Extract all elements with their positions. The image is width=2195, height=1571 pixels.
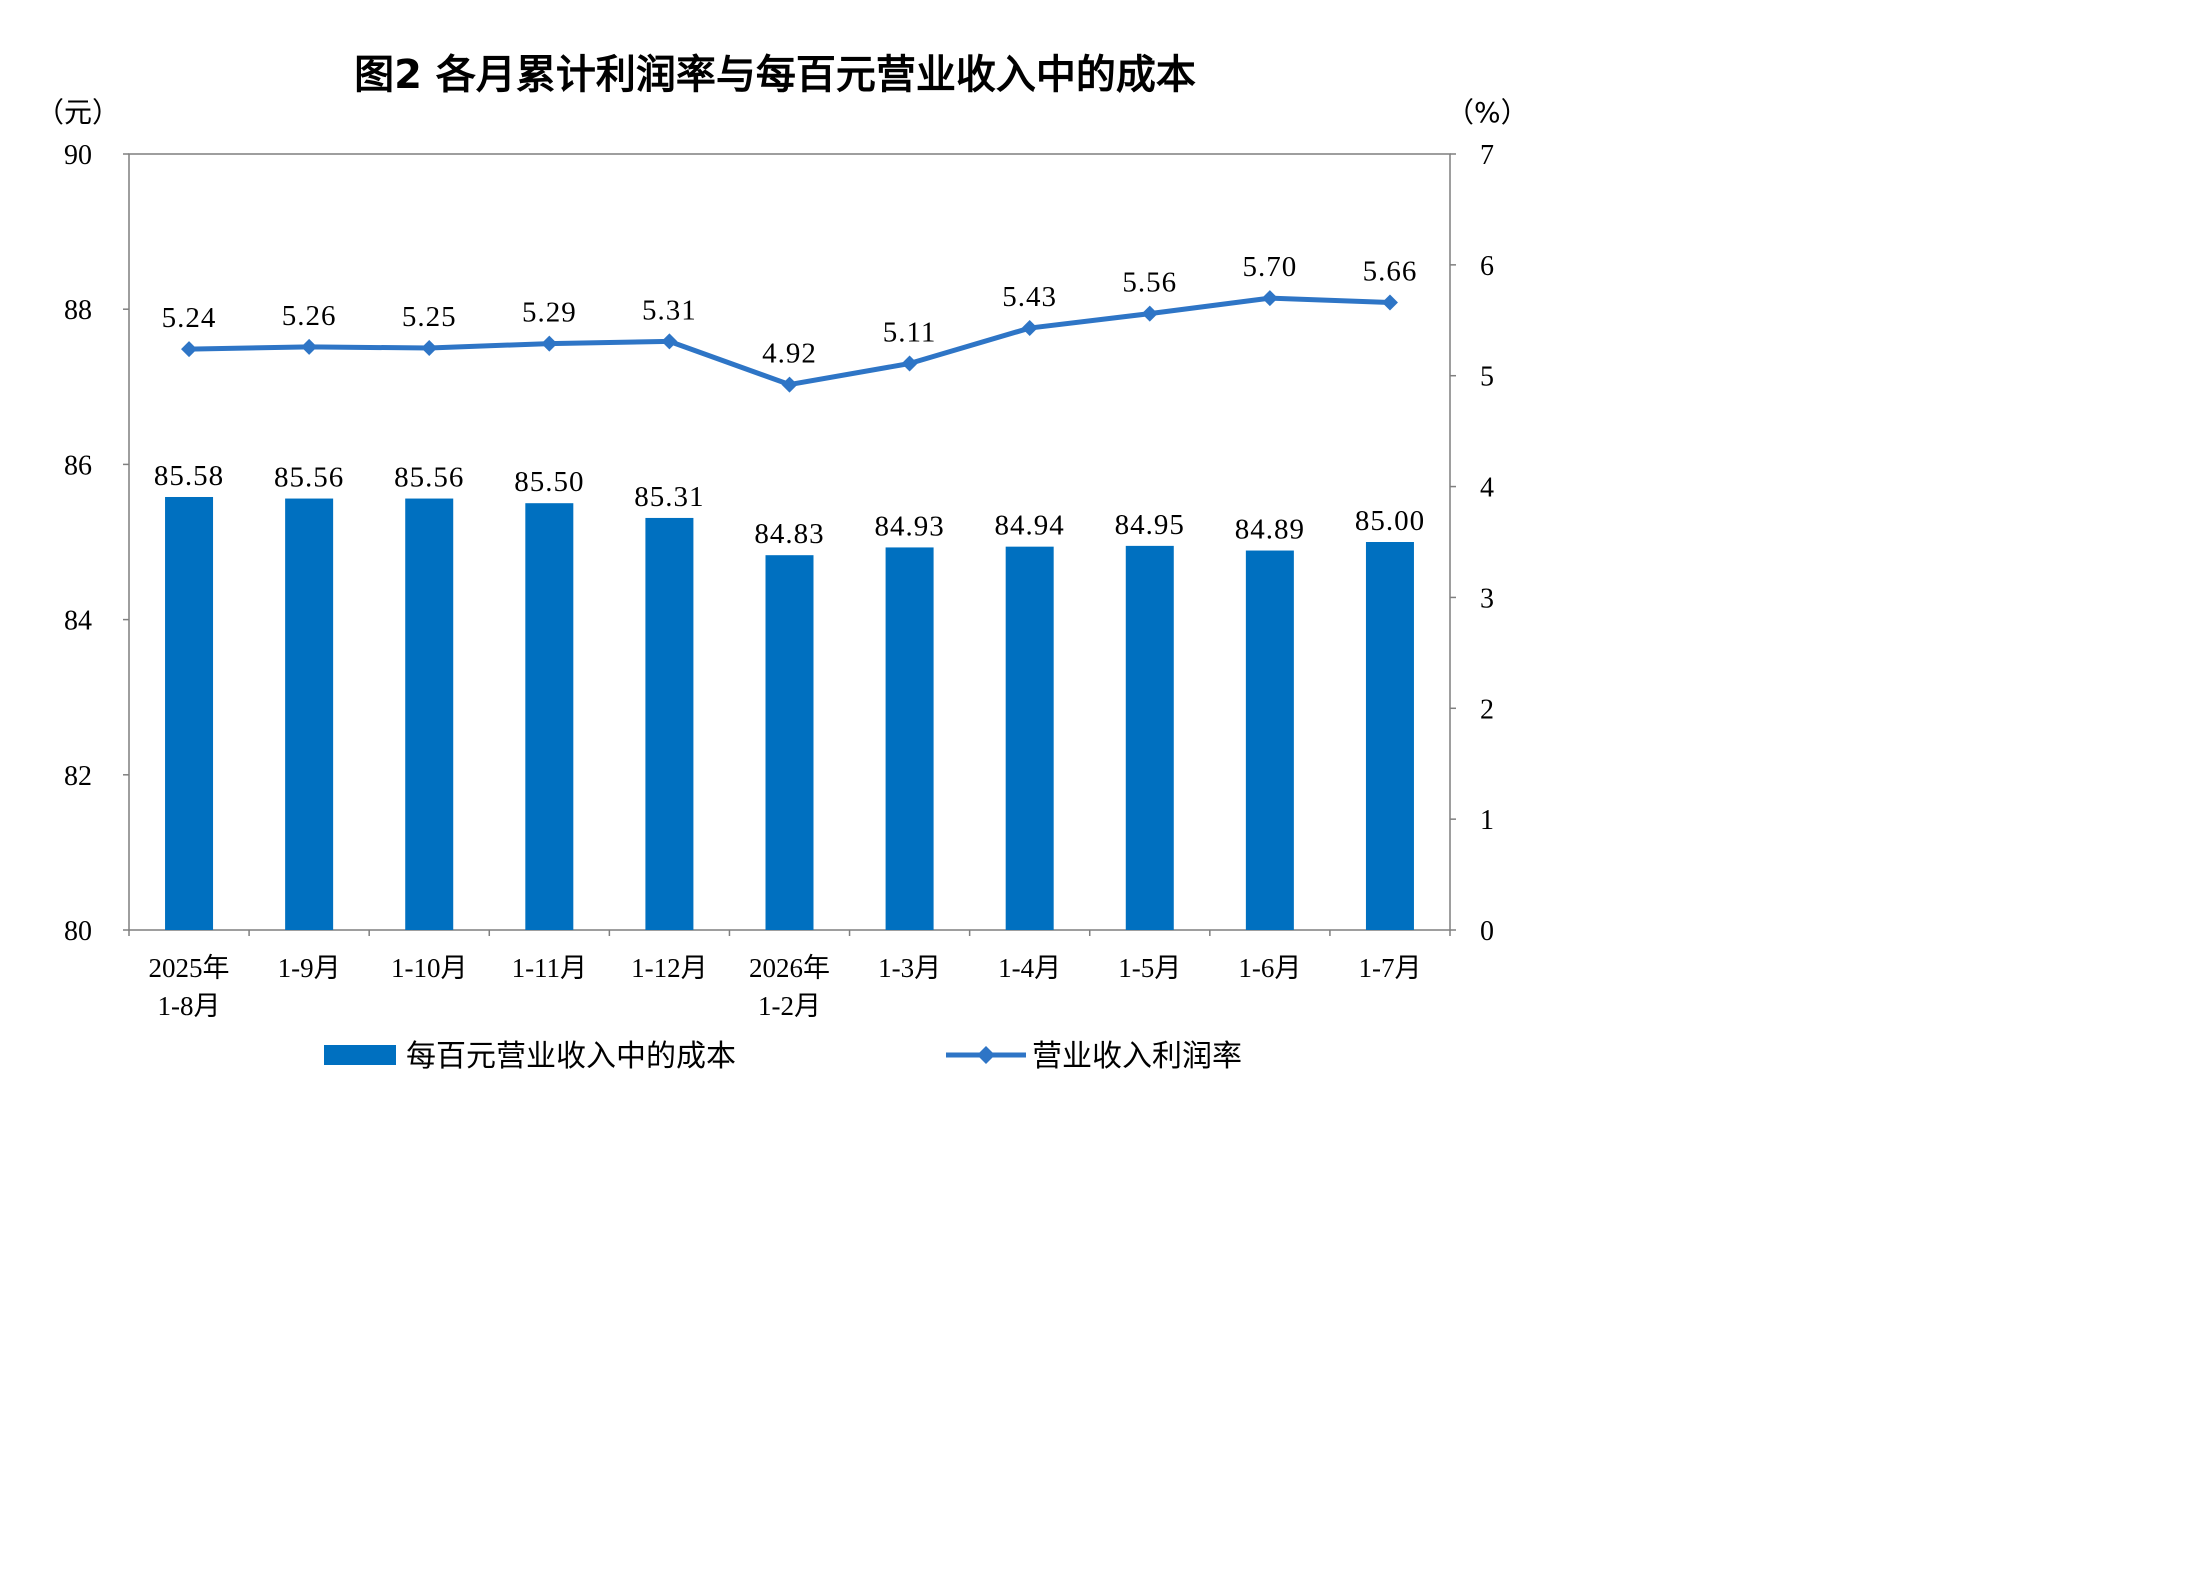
bar-data-label: 84.89 [1235, 514, 1305, 546]
bar-data-label: 85.50 [514, 466, 584, 498]
plot-area: 80 82 84 86 88 90 0 1 2 3 4 5 6 7 2025年 1-8月 1-9月 1-10月 1-… [64, 140, 1494, 1021]
bar-data-label: 85.31 [634, 481, 704, 513]
line-marker [901, 355, 918, 372]
right-axis-tick-label: 3 [1480, 583, 1494, 614]
bar [1245, 550, 1294, 930]
line-data-label: 5.70 [1242, 251, 1297, 283]
bar [885, 547, 934, 930]
line-data-label: 5.11 [883, 317, 937, 349]
line-data-label: 5.25 [402, 301, 457, 333]
line-marker [181, 341, 198, 358]
bar-data-label: 85.00 [1355, 505, 1425, 537]
line-marker [781, 376, 798, 393]
x-axis-category-label: 2026年 [749, 953, 830, 983]
bar [645, 517, 694, 930]
line-marker [1141, 305, 1158, 322]
line-data-label: 5.29 [522, 297, 577, 329]
legend-line-label: 营业收入利润率 [1032, 1039, 1242, 1074]
bar [165, 496, 214, 930]
line-marker [421, 340, 438, 356]
legend-bar-label: 每百元营业收入中的成本 [406, 1039, 736, 1074]
line-data-label: 5.56 [1122, 267, 1177, 299]
line-marker [1021, 320, 1038, 337]
x-axis-category-label: 1-5月 [1118, 953, 1181, 983]
bar [285, 498, 334, 930]
bar-data-label: 85.56 [274, 462, 344, 494]
x-axis-category-label: 1-6月 [1238, 953, 1301, 983]
x-axis-category-label: 2025年 [149, 953, 230, 983]
bar-data-label: 85.58 [154, 460, 224, 492]
right-axis-tick-label: 6 [1480, 251, 1494, 282]
right-axis-tick-label: 7 [1480, 140, 1494, 171]
left-axis-unit: （元） [36, 96, 120, 129]
bar [1005, 546, 1054, 930]
left-axis-tick-label: 88 [64, 295, 92, 326]
chart-title: 图2 各月累计利润率与每百元营业收入中的成本 [354, 52, 1196, 98]
bar-data-label: 84.95 [1115, 509, 1185, 541]
bar [765, 555, 814, 930]
line-data-label: 5.43 [1002, 281, 1057, 313]
bar-data-label: 84.83 [754, 518, 824, 550]
bar [525, 503, 574, 930]
line-marker [1261, 290, 1278, 307]
x-axis-category-label: 1-3月 [878, 953, 941, 983]
x-axis-category-label: 1-7月 [1358, 953, 1421, 983]
bar-data-label: 84.93 [874, 510, 944, 542]
line-marker [301, 338, 318, 355]
bar [1125, 545, 1174, 930]
x-axis-category-label: 1-2月 [758, 991, 821, 1021]
line-data-label: 5.24 [162, 302, 217, 334]
line-marker [541, 335, 558, 352]
x-axis-category-label: 1-9月 [278, 953, 341, 983]
legend-bar-swatch [324, 1045, 396, 1065]
line-data-label: 4.92 [762, 338, 817, 370]
right-axis-tick-label: 0 [1480, 916, 1494, 947]
left-axis-tick-label: 82 [64, 761, 92, 792]
legend: 每百元营业收入中的成本 营业收入利润率 [324, 1039, 1242, 1074]
line-data-label: 5.26 [282, 300, 337, 332]
x-axis-category-label: 1-12月 [631, 953, 708, 983]
bar-data-label: 84.94 [995, 510, 1065, 542]
right-axis-tick-label: 5 [1480, 362, 1494, 393]
line-data-label: 5.66 [1363, 256, 1418, 288]
right-axis-unit: （%） [1446, 96, 1529, 129]
left-axis-tick-label: 84 [64, 606, 92, 637]
line-marker [1381, 294, 1398, 311]
x-axis-category-label: 1-10月 [391, 953, 468, 983]
legend-line-marker [977, 1046, 995, 1064]
right-axis-tick-label: 2 [1480, 694, 1494, 725]
bar [1365, 542, 1414, 930]
left-axis-tick-label: 80 [64, 916, 92, 947]
left-axis-tick-label: 86 [64, 450, 92, 481]
x-axis-category-label: 1-8月 [158, 991, 221, 1021]
line-marker [661, 333, 678, 350]
left-axis-tick-label: 90 [64, 140, 92, 171]
right-axis-tick-label: 1 [1480, 805, 1494, 836]
x-axis-category-label: 1-4月 [998, 953, 1061, 983]
right-axis-tick-label: 4 [1480, 473, 1494, 504]
x-axis-category-label: 1-11月 [512, 953, 588, 983]
bar [405, 498, 454, 930]
line-data-label: 5.31 [642, 294, 697, 326]
chart: 图2 各月累计利润率与每百元营业收入中的成本 （元） （%） 808284868… [36, 52, 1529, 1074]
bar-data-label: 85.56 [394, 462, 464, 494]
